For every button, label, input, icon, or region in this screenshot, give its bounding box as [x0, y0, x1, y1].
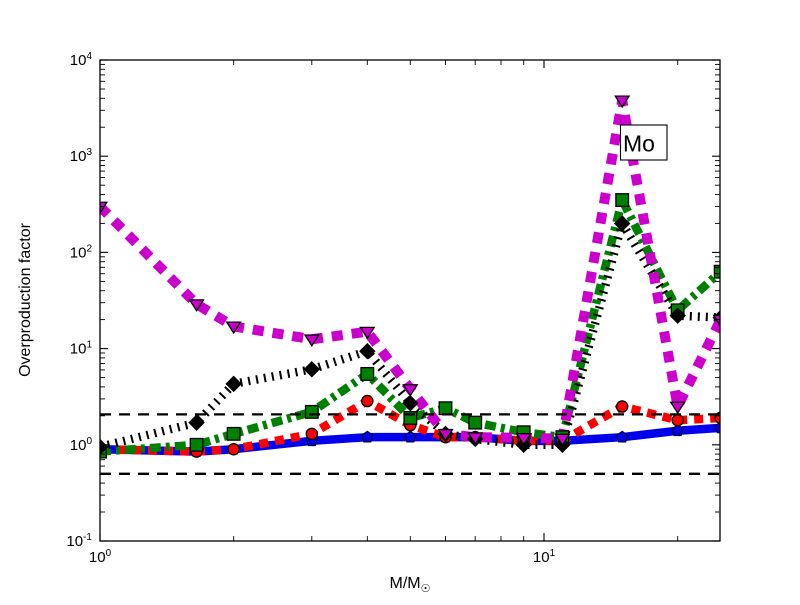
svg-text:Mo: Mo — [623, 131, 655, 157]
svg-text:Overproduction factor: Overproduction factor — [17, 222, 34, 377]
